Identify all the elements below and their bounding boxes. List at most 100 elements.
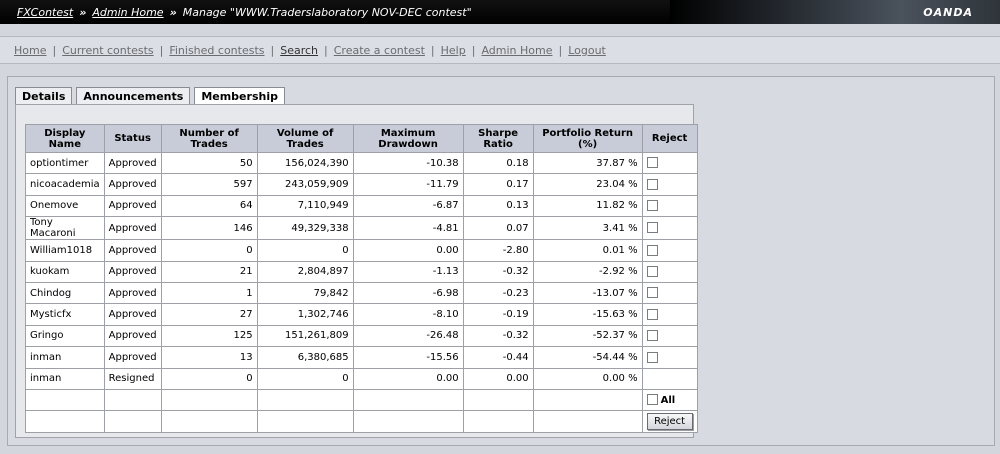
cell-trades: 13 bbox=[160, 346, 258, 369]
cell-drawdown: -15.56 bbox=[352, 346, 464, 369]
cell-sharpe: -0.32 bbox=[462, 260, 534, 283]
cell-status: Approved bbox=[103, 173, 162, 196]
nav-separator: | bbox=[324, 43, 328, 57]
cell-volume: 79,842 bbox=[256, 281, 354, 305]
cell-return: -54.44 % bbox=[532, 346, 643, 369]
cell-status: Approved bbox=[103, 303, 162, 326]
cell-volume: 151,261,809 bbox=[256, 324, 354, 348]
empty-cell bbox=[25, 410, 105, 433]
tab-details[interactable]: Details bbox=[15, 87, 73, 104]
cell-name: Tony Macaroni bbox=[25, 216, 105, 241]
cell-status: Approved bbox=[103, 324, 162, 348]
top-header-bar: FXContest » Admin Home » Manage "WWW.Tra… bbox=[0, 0, 1000, 24]
empty-cell bbox=[160, 388, 258, 412]
cell-volume: 156,024,390 bbox=[256, 151, 354, 175]
nav-link-current-contests[interactable]: Current contests bbox=[62, 43, 154, 57]
cell-reject bbox=[641, 281, 698, 305]
cell-volume: 6,380,685 bbox=[256, 346, 354, 369]
reject-checkbox[interactable] bbox=[646, 330, 658, 342]
cell-reject bbox=[641, 324, 698, 348]
column-header: Display Name bbox=[25, 124, 105, 153]
cell-sharpe: -0.44 bbox=[462, 346, 534, 369]
cell-return: 3.41 % bbox=[532, 216, 643, 241]
reject-checkbox[interactable] bbox=[646, 178, 658, 190]
reject-checkbox[interactable] bbox=[646, 200, 658, 212]
cell-name: inman bbox=[25, 346, 105, 369]
cell-status: Approved bbox=[103, 260, 162, 283]
crumb-admin-home-link[interactable]: Admin Home bbox=[92, 5, 164, 19]
cell-return: 0.01 % bbox=[532, 239, 643, 262]
empty-cell bbox=[462, 388, 534, 412]
table-row: Chindog Approved 1 79,842 -6.98 -0.23 -13.07 % bbox=[25, 281, 698, 305]
table-row: nicoacademia Approved 597 243,059,909 -11.79… bbox=[25, 173, 698, 196]
cell-status: Approved bbox=[103, 194, 162, 218]
empty-cell bbox=[532, 410, 643, 433]
empty-cell bbox=[256, 388, 354, 412]
tab-announcements[interactable]: Announcements bbox=[76, 87, 191, 104]
nav-separator: | bbox=[159, 43, 164, 57]
reject-checkbox[interactable] bbox=[646, 244, 658, 256]
reject-button-cell: Reject bbox=[641, 410, 698, 433]
column-header: Status bbox=[103, 124, 162, 153]
cell-name: kuokam bbox=[25, 260, 105, 283]
nav-link-admin-home[interactable]: Admin Home bbox=[481, 43, 553, 57]
cell-status: Approved bbox=[103, 346, 162, 369]
cell-trades: 64 bbox=[160, 194, 258, 218]
main-nav: Home | Current contests | Finished contests |… bbox=[0, 36, 1000, 64]
reject-checkbox[interactable] bbox=[646, 222, 658, 234]
cell-name: Onemove bbox=[25, 194, 105, 218]
cell-reject bbox=[641, 173, 698, 196]
column-header: Maximum Drawdown bbox=[352, 124, 464, 153]
table-row: Tony Macaroni Approved 146 49,329,338 -4.81 0… bbox=[25, 216, 698, 241]
nav-separator: | bbox=[471, 43, 476, 57]
nav-link-help[interactable]: Help bbox=[440, 43, 466, 57]
nav-link-search[interactable]: Search bbox=[280, 43, 319, 57]
crumb-separator: » bbox=[169, 5, 177, 19]
cell-sharpe: 0.18 bbox=[462, 151, 534, 175]
nav-separator: | bbox=[52, 43, 57, 57]
nav-link-create-a-contest[interactable]: Create a contest bbox=[333, 43, 425, 57]
cell-sharpe: 0.17 bbox=[462, 173, 534, 196]
cell-return: 37.87 % bbox=[532, 151, 643, 175]
cell-status: Resigned bbox=[103, 367, 162, 390]
cell-trades: 125 bbox=[160, 324, 258, 348]
cell-volume: 243,059,909 bbox=[256, 173, 354, 196]
cell-drawdown: -11.79 bbox=[352, 173, 464, 196]
column-header: Portfolio Return (%) bbox=[532, 124, 643, 153]
nav-link-finished-contests[interactable]: Finished contests bbox=[169, 43, 265, 57]
tab-membership[interactable]: Membership bbox=[194, 87, 285, 105]
cell-reject bbox=[641, 260, 698, 283]
column-header: Volume of Trades bbox=[256, 124, 354, 153]
empty-cell bbox=[160, 410, 258, 433]
cell-sharpe: 0.13 bbox=[462, 194, 534, 218]
table-row: inman Resigned 0 0 0.00 0.00 0.00 % bbox=[25, 367, 698, 390]
cell-volume: 1,302,746 bbox=[256, 303, 354, 326]
table-row: William1018 Approved 0 0 0.00 -2.80 0.01 % bbox=[25, 239, 698, 262]
cell-volume: 0 bbox=[256, 367, 354, 390]
reject-checkbox[interactable] bbox=[646, 157, 658, 169]
cell-drawdown: -10.38 bbox=[352, 151, 464, 175]
table-row: Gringo Approved 125 151,261,809 -26.48 -0.32-… bbox=[25, 324, 698, 348]
crumb-separator: » bbox=[79, 5, 87, 19]
nav-separator: | bbox=[430, 43, 435, 57]
cell-status: Approved bbox=[103, 239, 162, 262]
nav-link-logout[interactable]: Logout bbox=[568, 43, 606, 57]
crumb-fxcontest-link[interactable]: FXContest bbox=[17, 5, 74, 19]
reject-checkbox[interactable] bbox=[646, 266, 658, 277]
cell-name: William1018 bbox=[25, 239, 105, 262]
cell-sharpe: -0.32 bbox=[462, 324, 534, 348]
cell-name: nicoacademia bbox=[25, 173, 105, 196]
cell-trades: 1 bbox=[160, 281, 258, 305]
nav-separator: | bbox=[558, 43, 563, 57]
cell-return: 11.82 % bbox=[532, 194, 643, 218]
reject-checkbox[interactable] bbox=[646, 308, 658, 320]
reject-checkbox[interactable] bbox=[646, 287, 658, 299]
reject-button[interactable]: Reject bbox=[646, 412, 693, 430]
select-all-checkbox[interactable] bbox=[646, 394, 658, 406]
cell-sharpe: -0.19 bbox=[462, 303, 534, 326]
nav-link-home[interactable]: Home bbox=[14, 43, 47, 57]
reject-checkbox[interactable] bbox=[646, 351, 658, 363]
table-row: optiontimer Approved 50 156,024,390 -10.38 0.… bbox=[25, 151, 698, 175]
cell-drawdown: -4.81 bbox=[352, 216, 464, 241]
cell-drawdown: -6.98 bbox=[352, 281, 464, 305]
